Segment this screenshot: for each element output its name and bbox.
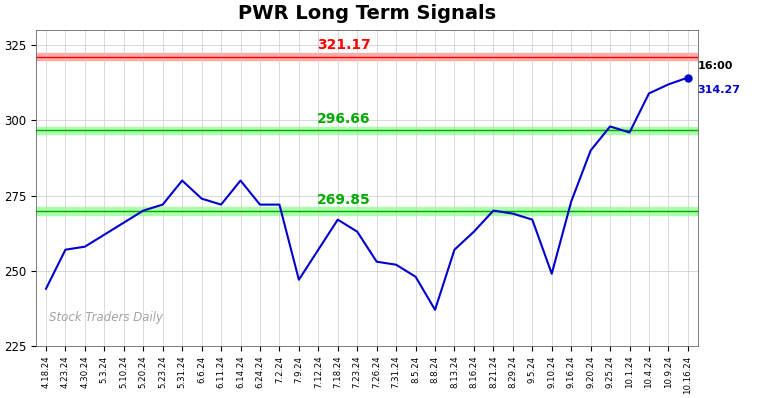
- Text: 321.17: 321.17: [317, 38, 371, 52]
- Text: 269.85: 269.85: [317, 193, 371, 207]
- Text: 16:00: 16:00: [698, 60, 733, 70]
- Bar: [36, 207, 698, 215]
- Text: 296.66: 296.66: [317, 112, 370, 126]
- Bar: [36, 127, 698, 134]
- Text: Stock Traders Daily: Stock Traders Daily: [49, 311, 164, 324]
- Bar: [36, 53, 698, 60]
- Title: PWR Long Term Signals: PWR Long Term Signals: [238, 4, 496, 23]
- Text: 314.27: 314.27: [698, 85, 741, 95]
